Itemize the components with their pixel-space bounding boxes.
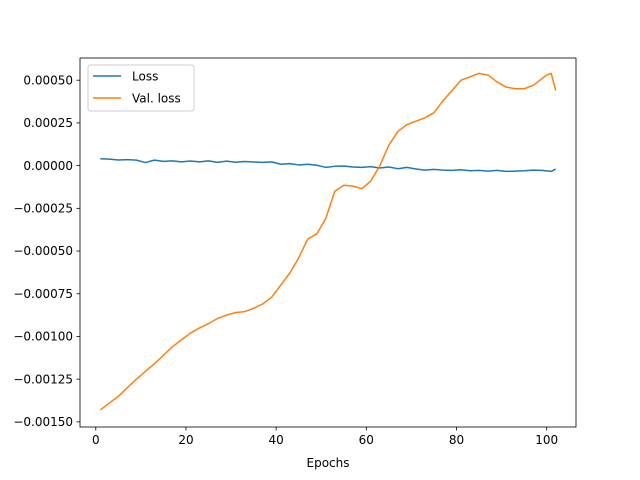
x-tick-label: 20 (178, 433, 193, 447)
y-tick-label: −0.00150 (13, 415, 73, 429)
series-layer (99, 72, 557, 411)
y-axis: 0.00050 0.00025 0.00000 −0.00025 −0.00050 −0.… (13, 73, 80, 429)
y-tick-label: 0.00025 (23, 116, 73, 130)
y-tick-label: −0.00100 (13, 330, 73, 344)
y-tick-label: 0.00050 (23, 73, 73, 87)
x-tick-label: 100 (535, 433, 558, 447)
legend: Loss Val. loss (87, 64, 195, 112)
y-tick-label: −0.00075 (13, 287, 73, 301)
plot-area (80, 58, 576, 427)
x-axis: 0 20 40 60 80 100 (92, 427, 558, 447)
plot-frame (79, 57, 577, 428)
legend-label-val-loss: Val. loss (132, 91, 181, 105)
y-tick-label: −0.00125 (13, 372, 73, 386)
y-tick-label: 0.00000 (23, 159, 73, 173)
legend-label-loss: Loss (132, 69, 158, 83)
x-tick-label: 0 (92, 433, 100, 447)
x-tick-label: 80 (449, 433, 464, 447)
x-tick-label: 40 (269, 433, 284, 447)
series-line-loss (100, 158, 557, 173)
y-tick-label: −0.00025 (13, 202, 73, 216)
x-axis-label: Epochs (307, 456, 350, 470)
series-line-val-loss (99, 72, 557, 411)
x-tick-label: 60 (359, 433, 374, 447)
y-tick-label: −0.00050 (13, 244, 73, 258)
